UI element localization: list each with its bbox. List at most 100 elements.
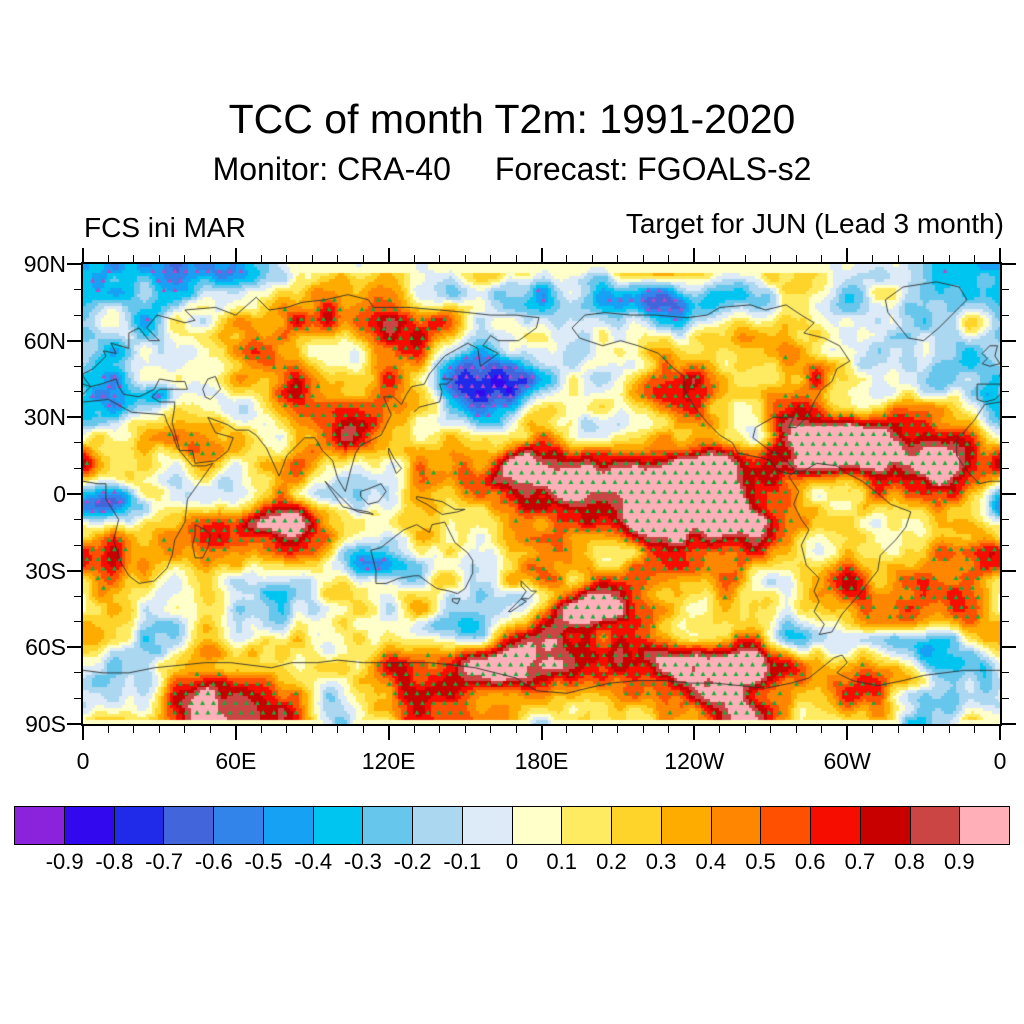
x-minor-tick: [872, 726, 874, 733]
colorbar-cell: [661, 807, 712, 844]
colorbar-cell: [64, 807, 115, 844]
x-minor-tick: [897, 726, 899, 733]
x-axis-tick-label: 120E: [361, 748, 416, 774]
x-minor-tick: [642, 726, 644, 733]
x-minor-tick: [719, 726, 721, 733]
x-minor-tick: [184, 255, 186, 262]
y-major-tick: [1002, 569, 1016, 572]
y-axis-tick-label: 60S: [25, 634, 66, 661]
y-minor-tick: [1002, 697, 1009, 699]
colorbar-cell: [512, 807, 563, 844]
colorbar-cell: [363, 807, 413, 844]
colorbar-boundary-label: 0: [505, 849, 519, 874]
x-major-tick: [82, 726, 84, 740]
x-minor-tick: [209, 726, 211, 733]
colorbar-boundary-label: -0.6: [194, 849, 233, 874]
colorbar-boundary-label: 0.3: [645, 849, 677, 874]
colorbar-boundary-label: 0.9: [944, 849, 975, 874]
y-minor-tick: [1002, 314, 1009, 316]
x-axis-tick-label: 0: [76, 748, 90, 774]
colorbar-cell: [711, 807, 762, 844]
y-major-tick: [67, 263, 81, 265]
colorbar-boundary-label: -0.9: [45, 849, 84, 874]
x-minor-tick: [974, 726, 976, 733]
y-minor-tick: [74, 391, 81, 393]
y-minor-tick: [1002, 289, 1009, 291]
x-minor-tick: [821, 255, 823, 262]
x-major-tick: [234, 248, 237, 262]
x-minor-tick: [566, 255, 568, 262]
monitor-label: Monitor: CRA-40: [212, 151, 451, 187]
x-minor-tick: [107, 726, 109, 733]
colorbar-cell: [562, 807, 612, 844]
x-minor-tick: [974, 255, 976, 262]
colorbar-boundary-label: 0.2: [596, 849, 627, 874]
colorbar: [14, 806, 1010, 845]
x-major-tick: [82, 248, 84, 262]
x-minor-tick: [362, 726, 364, 733]
x-minor-tick: [490, 726, 492, 733]
x-minor-tick: [948, 255, 950, 262]
x-minor-tick: [617, 726, 619, 733]
x-minor-tick: [719, 255, 721, 262]
x-minor-tick: [923, 726, 925, 733]
y-axis-tick-label: 90S: [25, 711, 66, 737]
x-minor-tick: [439, 726, 441, 733]
x-minor-tick: [107, 255, 109, 262]
y-minor-tick: [1002, 595, 1009, 597]
colorbar-boundary-label: -0.3: [343, 849, 382, 874]
colorbar-boundary-label: 0.4: [695, 849, 727, 874]
colorbar-cell: [761, 807, 811, 844]
colorbar-boundary-label: 0.8: [894, 849, 925, 874]
x-minor-tick: [286, 255, 288, 262]
colorbar-cell: [910, 807, 961, 844]
y-minor-tick: [1002, 442, 1009, 444]
x-minor-tick: [311, 255, 313, 262]
x-minor-tick: [260, 726, 262, 733]
y-minor-tick: [1002, 467, 1009, 469]
y-minor-tick: [74, 365, 81, 367]
y-minor-tick: [74, 621, 81, 623]
x-minor-tick: [795, 726, 797, 733]
colorbar-cell: [164, 807, 214, 844]
x-major-tick: [999, 726, 1001, 740]
x-minor-tick: [209, 255, 211, 262]
forecast-init-label: FCS ini MAR: [84, 212, 246, 243]
x-major-tick: [846, 726, 849, 740]
y-axis-tick-label: 30N: [23, 404, 66, 431]
y-axis-tick-label: 0: [53, 481, 66, 507]
x-minor-tick: [286, 726, 288, 733]
x-minor-tick: [642, 255, 644, 262]
x-minor-tick: [923, 255, 925, 262]
y-minor-tick: [74, 697, 81, 699]
x-minor-tick: [133, 255, 135, 262]
x-minor-tick: [337, 255, 339, 262]
colorbar-cell: [860, 807, 911, 844]
y-major-tick: [1002, 646, 1016, 649]
x-minor-tick: [948, 726, 950, 733]
y-minor-tick: [1002, 621, 1009, 623]
colorbar-boundary-label: -0.5: [244, 849, 283, 874]
world-correlation-map-canvas: [83, 264, 1000, 724]
x-minor-tick: [133, 726, 135, 733]
forecast-target-label: Target for JUN (Lead 3 month): [625, 208, 1004, 239]
y-minor-tick: [74, 595, 81, 597]
x-minor-tick: [744, 255, 746, 262]
x-minor-tick: [158, 726, 160, 733]
y-major-tick: [67, 339, 81, 342]
x-major-tick: [693, 726, 696, 740]
colorbar-cell: [263, 807, 314, 844]
x-minor-tick: [591, 726, 593, 733]
y-minor-tick: [74, 519, 81, 521]
colorbar-boundary-label: -0.7: [145, 849, 184, 874]
colorbar-boundary-label: -0.1: [443, 849, 482, 874]
x-major-tick: [999, 248, 1001, 262]
y-axis-tick-label: 90N: [23, 251, 66, 277]
x-major-tick: [846, 248, 849, 262]
x-minor-tick: [770, 726, 772, 733]
colorbar-cell: [612, 807, 662, 844]
x-minor-tick: [897, 255, 899, 262]
x-minor-tick: [337, 726, 339, 733]
x-major-tick: [540, 248, 543, 262]
x-minor-tick: [668, 255, 670, 262]
